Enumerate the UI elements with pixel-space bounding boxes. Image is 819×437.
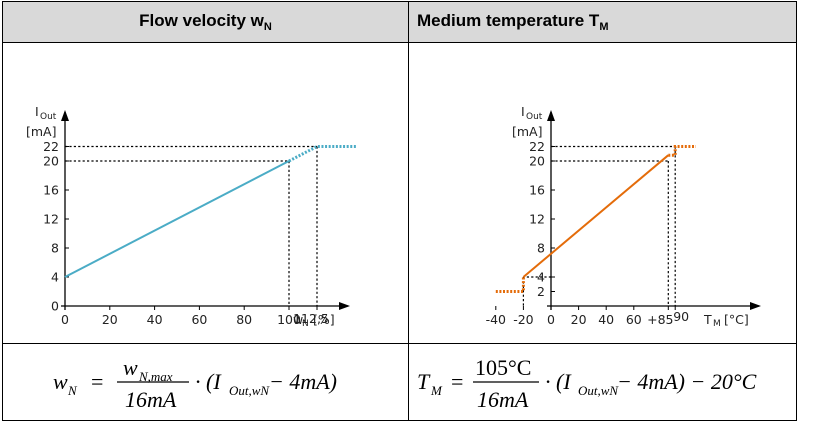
x-tick-label: -20 [513, 312, 533, 327]
temp-formula-den: 16mA [477, 387, 529, 412]
temp-formula-rhs-sub: Out,wN [578, 383, 619, 398]
flow-formula-num: w [123, 355, 138, 380]
spec-table: Flow velocity wN Medium temperature TM I… [2, 1, 797, 421]
series-line [522, 154, 669, 278]
y-axis-label-sub: Out [526, 112, 543, 122]
x-axis-unit: [%] [313, 312, 335, 327]
series-line [64, 160, 290, 278]
flow-velocity-title: Flow velocity w [139, 11, 264, 30]
y-tick-label: 12 [43, 212, 59, 227]
temp-formula-lhs-sub: M [430, 383, 443, 398]
y-axis-arrow [61, 110, 69, 121]
flow-formula-rhs-tail: − 4mA) [269, 369, 337, 394]
temp-formula-num: 105°C [475, 355, 531, 380]
y-axis-label-sub: Out [40, 112, 57, 122]
y-axis-unit: [mA] [512, 124, 542, 139]
x-axis-unit: [°C] [724, 312, 749, 327]
flow-velocity-header: Flow velocity wN [2, 1, 409, 43]
x-tick-label: 60 [626, 312, 642, 327]
x-tick-label: 90 [673, 309, 689, 324]
x-tick-label: 40 [147, 312, 163, 327]
temp-formula: T M = 105°C 16mA · (I Out,wN − 4mA) − 20… [417, 355, 757, 412]
x-tick-label: 40 [598, 312, 614, 327]
temp-formula-eq: = [451, 369, 463, 394]
x-tick-label: 0 [61, 312, 69, 327]
y-axis-label-main: I [35, 104, 39, 119]
y-tick-label: 20 [529, 154, 545, 169]
y-tick-label: 16 [529, 183, 545, 198]
y-tick-label: 8 [51, 241, 59, 256]
flow-formula-lhs: w [53, 369, 68, 394]
x-tick-label: 20 [571, 312, 587, 327]
flow-velocity-title-sub: N [263, 21, 272, 33]
x-tick-label: 0 [547, 312, 555, 327]
x-axis-label-sub: M [713, 319, 721, 329]
flow-formula: w N = w N,max 16mA · (I Out,wN − 4mA) [53, 355, 337, 412]
medium-temperature-title-sub: M [599, 21, 609, 33]
x-axis-arrow [339, 302, 350, 310]
y-tick-label: 22 [43, 139, 59, 154]
y-tick-label: 4 [51, 270, 59, 285]
flow-formula-num-sub: N,max [138, 369, 173, 384]
temp-formula-cell: T M = 105°C 16mA · (I Out,wN − 4mA) − 20… [408, 343, 797, 421]
x-tick-label: 100 [277, 312, 301, 327]
temp-formula-rhs-tail: − 4mA) − 20°C [617, 369, 757, 394]
flow-formula-cell: w N = w N,max 16mA · (I Out,wN − 4mA) [2, 343, 409, 421]
flow-formula-den: 16mA [125, 387, 177, 412]
x-axis-label-main: w [293, 312, 303, 327]
flow-chart-cell: I Out [mA] 0 4 8 12 16 20 22 0 20 40 60 80 100 112,5 w N [%… [2, 42, 409, 344]
series-dotted-line [495, 277, 525, 293]
y-axis-arrow [547, 110, 555, 121]
y-tick-label: 12 [529, 212, 545, 227]
y-tick-label: 0 [51, 299, 59, 314]
x-tick-label: 60 [191, 312, 207, 327]
x-tick-label: 80 [236, 312, 252, 327]
flow-formula-lhs-sub: N [67, 383, 78, 398]
y-tick-label: 8 [537, 241, 545, 256]
y-tick-label: 22 [529, 139, 545, 154]
x-tick-label: 112,5 [293, 311, 329, 326]
flow-formula-rhs: · (I [195, 369, 222, 394]
y-axis-unit: [mA] [26, 124, 56, 139]
x-axis-label-main: T [703, 312, 712, 327]
x-tick-label: +85 [647, 312, 673, 327]
temp-formula-rhs: · (I [545, 369, 572, 394]
x-axis-arrow [750, 302, 761, 310]
temp-formula-lhs: T [417, 369, 431, 394]
flow-formula-rhs-sub: Out,wN [229, 383, 270, 398]
series-dotted-line [668, 145, 696, 157]
medium-temperature-header: Medium temperature TM [408, 1, 797, 43]
temp-chart-cell: I Out [mA] 2 4 8 12 16 20 22 -40 -20 0 20 40 60 +85 90 T M[… [408, 42, 797, 344]
y-axis-label-main: I [521, 104, 525, 119]
medium-temperature-title: Medium temperature T [417, 11, 600, 30]
y-tick-label: 2 [537, 284, 545, 299]
x-axis-label-sub: N [302, 319, 309, 329]
y-tick-label: 20 [43, 154, 59, 169]
y-tick-label: 16 [43, 183, 59, 198]
x-tick-label: -40 [486, 312, 506, 327]
x-tick-label: 20 [102, 312, 118, 327]
series-dotted-line [288, 145, 357, 163]
flow-formula-eq: = [91, 369, 103, 394]
